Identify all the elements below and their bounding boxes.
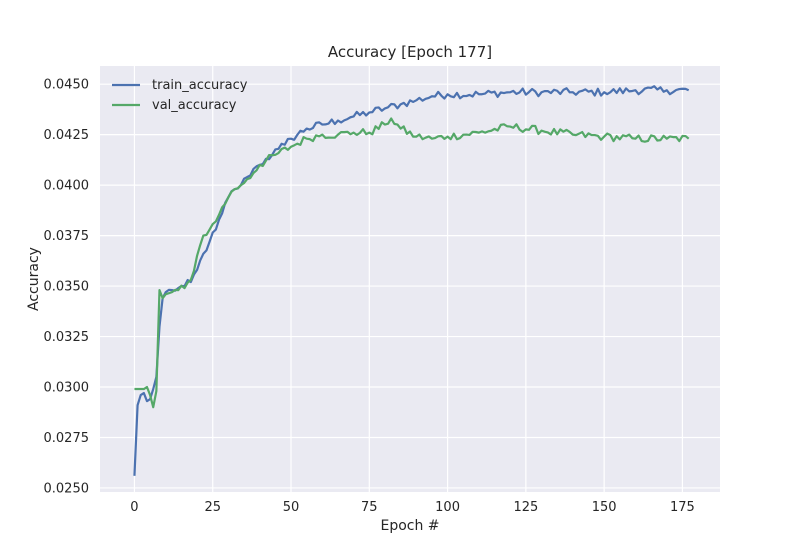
- x-tick-label: 0: [130, 500, 138, 515]
- y-tick-label: 0.0400: [44, 179, 90, 194]
- y-tick-label: 0.0425: [44, 128, 90, 143]
- x-tick-labels: 0 25 50 75 100 125 150 175: [130, 500, 695, 515]
- y-tick-label: 0.0350: [44, 280, 90, 295]
- x-tick-label: 175: [670, 500, 695, 515]
- series-lines: [133, 85, 690, 476]
- y-tick-label: 0.0250: [44, 481, 90, 496]
- y-axis-title: Accuracy: [26, 247, 42, 311]
- legend-label-train: train_accuracy: [152, 78, 248, 93]
- x-tick-label: 75: [361, 500, 378, 515]
- x-axis-title: Epoch #: [380, 518, 439, 534]
- x-tick-label: 25: [204, 500, 221, 515]
- series-line-val_accuracy: [134, 117, 690, 409]
- y-tick-label: 0.0450: [44, 78, 90, 93]
- y-tick-labels: 0.0250 0.0275 0.0300 0.0325 0.0350 0.0375 0.04…: [44, 78, 90, 497]
- x-tick-label: 100: [435, 500, 460, 515]
- y-tick-label: 0.0300: [44, 381, 90, 396]
- y-tick-label: 0.0275: [44, 431, 90, 446]
- y-tick-label: 0.0375: [44, 229, 90, 244]
- legend-label-val: val_accuracy: [152, 98, 237, 113]
- legend: train_accuracy val_accuracy: [112, 78, 248, 113]
- x-tick-label: 125: [513, 500, 538, 515]
- x-tick-label: 150: [592, 500, 617, 515]
- chart-title: Accuracy [Epoch 177]: [328, 43, 492, 61]
- y-tick-label: 0.0325: [44, 330, 90, 345]
- x-tick-label: 50: [283, 500, 300, 515]
